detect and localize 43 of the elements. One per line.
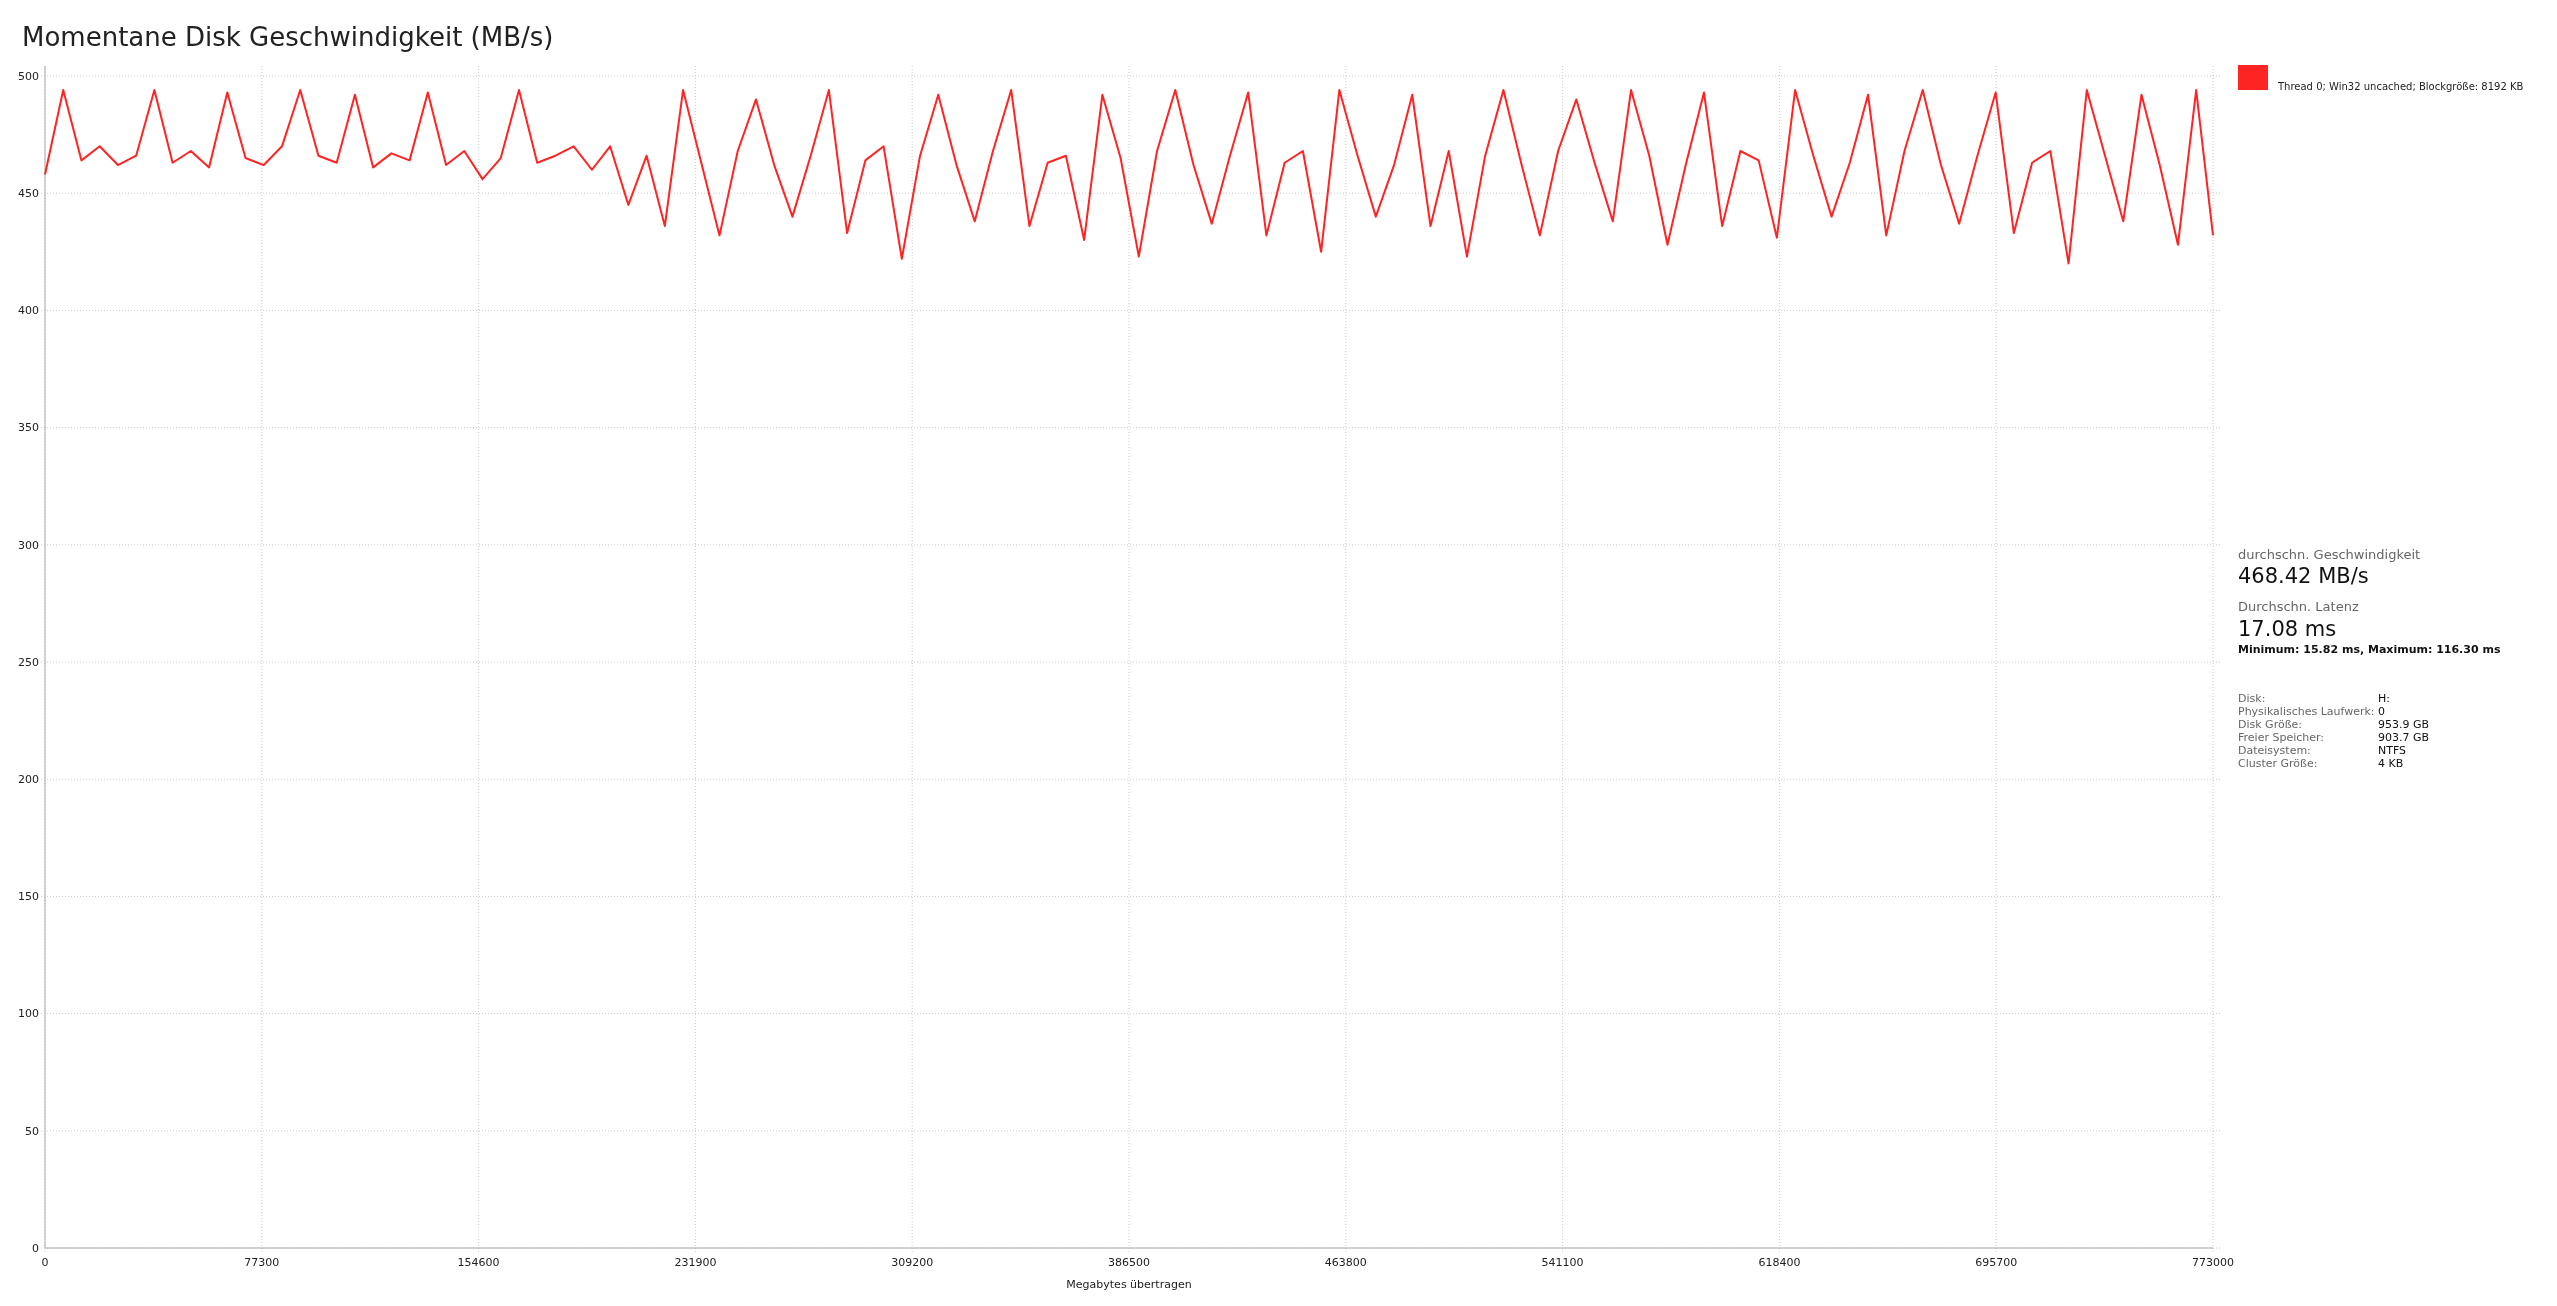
text: durchschn. Geschwindigkeit — [2238, 547, 2421, 562]
x-tick-label: 231900 — [674, 1256, 717, 1269]
y-tick-label: 0 — [32, 1241, 39, 1255]
x-tick-label: 773000 — [2192, 1256, 2234, 1269]
text: Thread 0; Win32 uncached; Blockgröße: 8192 KB — [2277, 81, 2524, 92]
x-tick-label: 463800 — [1324, 1256, 1367, 1269]
text: 468.42 MB/s — [2238, 564, 2369, 588]
text: 4 KB — [2378, 757, 2404, 770]
text: Disk Größe: — [2238, 718, 2303, 731]
y-tick-label: 300 — [18, 538, 39, 552]
text: 903.7 GB — [2378, 731, 2430, 744]
text: H: — [2378, 692, 2390, 705]
x-tick-label: 154600 — [457, 1256, 500, 1269]
chart-title: Momentane Disk Geschwindigkeit (MB/s) — [22, 22, 554, 52]
y-tick-label: 200 — [18, 773, 39, 787]
text: NTFS — [2378, 744, 2407, 757]
y-tick-label: 450 — [18, 187, 39, 201]
y-tick-label: 500 — [18, 69, 39, 83]
y-tick-label: 50 — [25, 1124, 39, 1138]
text: Disk: — [2238, 692, 2266, 705]
x-tick-label: 541100 — [1541, 1256, 1584, 1269]
text: Minimum: 15.82 ms, Maximum: 116.30 ms — [2238, 643, 2501, 656]
y-tick-label: 400 — [18, 304, 39, 318]
x-tick-label: 386500 — [1108, 1256, 1150, 1269]
text: Physikalisches Laufwerk: — [2238, 705, 2375, 718]
y-tick-label: 150 — [18, 890, 39, 904]
x-tick-label: 77300 — [244, 1256, 280, 1269]
text: Freier Speicher: — [2238, 731, 2325, 744]
y-tick-label: 350 — [18, 421, 39, 435]
y-tick-label: 250 — [18, 655, 39, 669]
text: 0 — [2378, 705, 2385, 718]
x-tick-label: 0 — [41, 1256, 49, 1269]
text: Dateisystem: — [2238, 744, 2311, 757]
line-series — [44, 89, 2214, 265]
text: Durchschn. Latenz — [2238, 599, 2359, 614]
x-tick-label: 618400 — [1758, 1256, 1801, 1269]
text: 953.9 GB — [2378, 718, 2430, 731]
x-axis-title: Megabytes übertragen — [1066, 1278, 1192, 1291]
text: 17.08 ms — [2238, 617, 2337, 641]
y-tick-label: 100 — [18, 1007, 39, 1021]
x-tick-label: 309200 — [891, 1256, 934, 1269]
x-tick-label: 695700 — [1975, 1256, 2018, 1269]
text: Cluster Größe: — [2238, 757, 2318, 770]
